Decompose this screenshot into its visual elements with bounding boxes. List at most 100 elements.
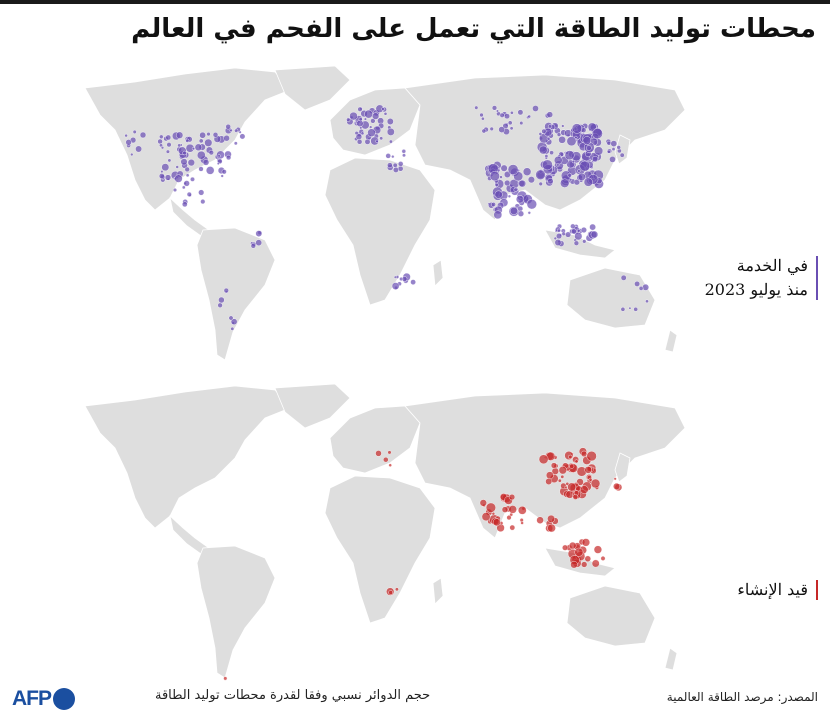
in-service-plant-marker: [577, 169, 581, 173]
in-service-plant-marker: [182, 150, 187, 156]
under-construction-plant-marker: [501, 506, 509, 513]
under-construction-plant-marker: [569, 541, 577, 550]
in-service-plant-marker: [165, 134, 172, 141]
in-service-plant-marker: [208, 149, 214, 156]
in-service-plant-markers: [124, 104, 649, 331]
in-service-plant-marker: [567, 173, 572, 178]
in-service-plant-marker: [586, 145, 592, 151]
in-service-plant-marker: [386, 118, 394, 125]
in-service-plant-marker: [185, 138, 190, 143]
in-service-plant-marker: [620, 274, 627, 281]
legend-under-construction: قيد الإنشاء: [737, 578, 818, 602]
under-construction-plant-markers: [223, 447, 623, 681]
in-service-plant-marker: [220, 174, 224, 178]
in-service-plant-marker: [566, 136, 577, 147]
in-service-plant-marker: [212, 132, 219, 138]
in-service-plant-marker: [548, 124, 553, 129]
in-service-plant-marker: [182, 201, 188, 208]
in-service-plant-marker: [645, 299, 649, 304]
in-service-plant-marker: [541, 128, 547, 134]
under-construction-plant-marker: [581, 561, 588, 568]
legend-in-service-line2: منذ يوليو 2023: [704, 280, 808, 299]
under-construction-plant-marker: [562, 544, 569, 551]
in-service-plant-marker: [402, 153, 406, 158]
in-service-plant-marker: [489, 126, 494, 131]
under-construction-plant-marker: [600, 555, 606, 561]
under-construction-plant-marker: [567, 482, 577, 492]
in-service-plant-marker: [590, 230, 599, 239]
in-service-plant-marker: [616, 145, 621, 150]
under-construction-plant-marker: [388, 590, 394, 595]
in-service-plant-marker: [527, 176, 535, 184]
in-service-plant-marker: [226, 154, 232, 161]
under-construction-plant-marker: [394, 587, 399, 592]
in-service-plant-marker: [370, 136, 380, 146]
in-service-plant-marker: [547, 177, 554, 185]
in-service-plant-marker: [582, 136, 592, 145]
under-construction-plant-marker: [538, 454, 549, 465]
in-service-plant-marker: [579, 160, 591, 172]
in-service-plant-marker: [223, 287, 229, 294]
under-construction-plant-marker: [568, 454, 573, 459]
under-construction-plant-marker: [491, 511, 496, 516]
in-service-plant-marker: [564, 150, 575, 161]
in-service-plant-marker: [554, 155, 563, 165]
in-service-plant-marker: [375, 139, 379, 143]
under-construction-plant-marker: [593, 545, 603, 554]
in-service-plant-marker: [190, 176, 195, 182]
in-service-plant-marker: [516, 195, 525, 204]
under-construction-plant-marker: [545, 471, 554, 480]
in-service-plant-marker: [554, 239, 562, 246]
in-service-plant-marker: [393, 275, 397, 279]
in-service-plant-marker: [381, 107, 385, 111]
in-service-plant-marker: [556, 132, 562, 137]
in-service-plant-marker: [157, 138, 163, 145]
in-service-plant-marker: [474, 105, 479, 110]
in-service-plant-marker: [167, 158, 172, 163]
in-service-plant-marker: [577, 172, 586, 181]
in-service-plant-marker: [397, 165, 404, 172]
in-service-plant-marker: [174, 174, 183, 183]
in-service-plant-marker: [507, 164, 519, 175]
in-service-plant-marker: [500, 164, 508, 172]
in-service-plant-marker: [594, 146, 604, 156]
in-service-plant-marker: [619, 152, 625, 158]
in-service-plant-marker: [557, 228, 561, 233]
in-service-plant-marker: [494, 182, 499, 187]
in-service-plant-marker: [392, 167, 399, 173]
in-service-plant-marker: [556, 233, 563, 240]
in-service-plant-marker: [199, 131, 206, 139]
in-service-plant-marker: [580, 226, 587, 233]
in-service-plant-marker: [620, 306, 626, 312]
in-service-plant-marker: [538, 145, 548, 155]
under-construction-plant-marker: [509, 524, 516, 531]
in-service-plant-marker: [387, 162, 393, 168]
in-service-plant-marker: [517, 210, 525, 217]
in-service-plant-marker: [355, 133, 363, 140]
size-note: حجم الدوائر نسبي وفقا لقدرة محطات توليد …: [155, 688, 431, 703]
under-construction-plant-marker: [481, 512, 491, 522]
in-service-plant-marker: [194, 143, 203, 152]
under-construction-plant-marker: [591, 559, 600, 568]
in-service-plant-marker: [255, 230, 263, 237]
world-map-under-construction: [84, 383, 686, 681]
in-service-plant-marker: [513, 187, 518, 192]
in-service-plant-marker: [570, 223, 576, 229]
legend-in-service-swatch: [816, 256, 818, 300]
in-service-plant-marker: [565, 231, 572, 238]
in-service-plant-marker: [177, 143, 182, 148]
in-service-plant-marker: [507, 120, 513, 126]
in-service-plant-marker: [522, 167, 532, 176]
in-service-plant-marker: [198, 189, 205, 196]
under-construction-plant-marker: [613, 482, 621, 490]
in-service-plant-marker: [356, 139, 363, 145]
in-service-plant-marker: [491, 105, 498, 111]
in-service-plant-marker: [549, 150, 554, 155]
in-service-plant-marker: [560, 178, 570, 188]
under-construction-plant-marker: [586, 450, 597, 462]
in-service-plant-marker: [364, 138, 371, 145]
in-service-plant-marker: [401, 149, 406, 154]
under-construction-plant-marker: [508, 505, 517, 514]
in-service-plant-marker: [250, 243, 256, 249]
in-service-plant-marker: [234, 128, 239, 133]
